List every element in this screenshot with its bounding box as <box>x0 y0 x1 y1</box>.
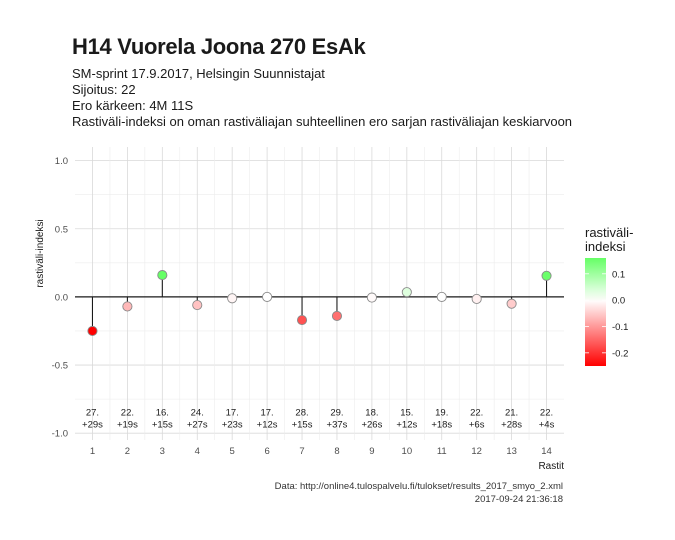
annotation-rank-1: 27. <box>86 408 99 419</box>
x-tick-label: 4 <box>195 446 200 457</box>
annotation-rank-12: 22. <box>470 408 483 419</box>
annotation-time-2: +19s <box>117 420 138 431</box>
x-tick-label: 9 <box>369 446 374 457</box>
x-tick-label: 11 <box>437 446 447 457</box>
point-12 <box>471 293 482 305</box>
legend-label: 0.0 <box>612 296 625 307</box>
annotation-rank-14: 22. <box>540 408 553 419</box>
caption-timestamp: 2017-09-24 21:36:18 <box>474 494 563 505</box>
x-tick-label: 14 <box>541 446 552 457</box>
annotation-rank-10: 15. <box>400 408 413 419</box>
point-11 <box>436 291 447 302</box>
x-tick-label: 2 <box>125 446 130 457</box>
annotation-rank-5: 17. <box>226 408 239 419</box>
y-tick-label: 0.0 <box>55 292 68 303</box>
annotation-time-9: +26s <box>361 420 382 431</box>
axes: 1.00.50.0-0.5-1.01 2 3 4 5 6 7 8 9 10 11 12 13 14Rast… <box>35 156 564 472</box>
annotation-time-3: +15s <box>152 420 173 431</box>
annotation-rank-9: 18. <box>365 408 378 419</box>
subtitle-description: Rastiväli-indeksi on oman rastiväliajan … <box>72 114 573 129</box>
x-tick-label: 10 <box>402 446 413 457</box>
annotation-time-7: +15s <box>292 420 313 431</box>
caption-source: Data: http://online4.tulospalvelu.fi/tul… <box>274 481 563 492</box>
y-axis-label: rastiväli-indeksi <box>35 219 46 287</box>
x-tick-label: 8 <box>334 446 339 457</box>
legend-colorbar <box>585 258 606 366</box>
legend-title-line1: rastiväli- <box>585 225 633 240</box>
annotation-time-10: +12s <box>396 420 417 431</box>
chart-title: H14 Vuorela Joona 270 EsAk <box>72 34 366 59</box>
annotation-time-1: +29s <box>82 420 103 431</box>
x-axis-label: Rastit <box>538 461 564 472</box>
point-10 <box>401 287 412 298</box>
legend-label: -0.1 <box>612 322 628 333</box>
subtitle-event: SM-sprint 17.9.2017, Helsingin Suunnista… <box>72 66 325 81</box>
annotation-rank-13: 21. <box>505 408 518 419</box>
annotation-time-13: +28s <box>501 420 522 431</box>
annotation-time-11: +18s <box>431 420 452 431</box>
x-tick-label: 6 <box>264 446 269 457</box>
annotation-rank-6: 17. <box>260 408 273 419</box>
annotation-rank-11: 19. <box>435 408 448 419</box>
annotations: 27.+29s22.+19s16.+15s24.+27s17.+23s17.+1… <box>82 408 555 431</box>
grid <box>75 147 564 440</box>
legend-label: 0.1 <box>612 269 625 280</box>
point-4 <box>192 300 203 311</box>
x-tick-label: 5 <box>230 446 235 457</box>
point-5 <box>227 293 238 304</box>
annotation-time-12: +6s <box>469 420 485 431</box>
point-7 <box>296 315 308 326</box>
point-9 <box>366 292 377 303</box>
x-tick-label: 13 <box>506 446 517 457</box>
annotation-time-8: +37s <box>327 420 348 431</box>
subtitle-gap: Ero kärkeen: 4M 11S <box>72 98 194 113</box>
annotation-rank-3: 16. <box>156 408 169 419</box>
x-tick-label: 7 <box>299 446 304 457</box>
legend: rastiväli-indeksi 0.1 0.0 -0.1 -0.2 <box>585 225 633 366</box>
annotation-time-14: +4s <box>539 420 555 431</box>
annotation-rank-4: 24. <box>191 408 204 419</box>
y-tick-label: 1.0 <box>55 156 68 167</box>
annotation-rank-7: 28. <box>295 408 308 419</box>
annotation-rank-2: 22. <box>121 408 134 419</box>
y-tick-label: -0.5 <box>52 361 68 372</box>
point-3 <box>157 270 168 281</box>
subtitle-rank: Sijoitus: 22 <box>72 82 136 97</box>
point-2 <box>122 301 133 312</box>
annotation-time-6: +12s <box>257 420 278 431</box>
point-1 <box>87 325 98 337</box>
legend-title-line2: indeksi <box>585 239 626 254</box>
points <box>87 270 552 337</box>
x-tick-label: 1 <box>90 446 95 457</box>
point-14 <box>541 270 552 281</box>
annotation-rank-8: 29. <box>330 408 343 419</box>
legend-label: -0.2 <box>612 348 628 359</box>
annotation-time-5: +23s <box>222 420 243 431</box>
y-tick-label: 0.5 <box>55 224 68 235</box>
y-tick-label: -1.0 <box>52 429 68 440</box>
point-13 <box>506 298 517 309</box>
x-tick-label: 12 <box>471 446 482 457</box>
point-8 <box>331 310 343 322</box>
point-6 <box>262 291 273 302</box>
x-tick-label: 3 <box>160 446 165 457</box>
annotation-time-4: +27s <box>187 420 208 431</box>
